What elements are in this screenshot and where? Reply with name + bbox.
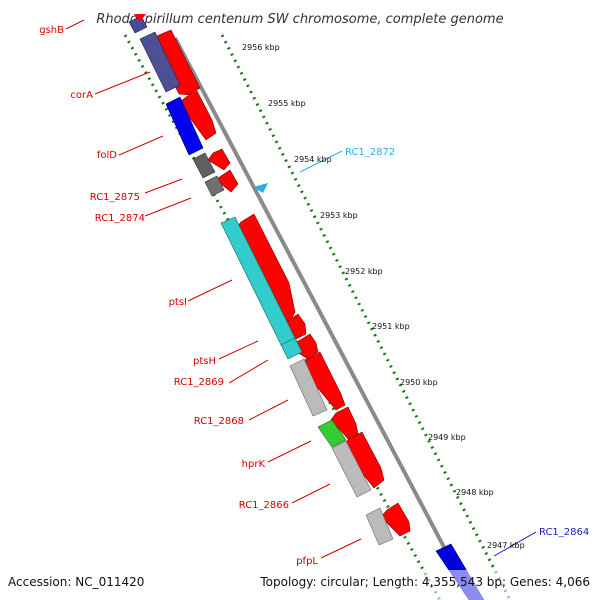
outer-tick-track [220,34,512,600]
scale-labels: 2956 kbp 2955 kbp 2954 kbp 2953 kbp 2952… [242,43,525,550]
gene-label-RC1_2875[interactable]: RC1_2875 [90,192,140,203]
gene-label-RC1_2869[interactable]: RC1_2869 [174,377,224,388]
scale-label: 2947 kbp [487,541,525,550]
scale-label: 2950 kbp [400,378,438,387]
label-leaders [65,19,362,559]
scale-label: 2952 kbp [345,267,383,276]
gene-label-RC1_2874[interactable]: RC1_2874 [95,213,145,224]
summary-text: Topology: circular; Length: 4,355,543 bp… [259,575,590,589]
gene-box-RC1_2875[interactable] [192,152,216,179]
gene-box-RC1_2868[interactable] [317,419,347,448]
top-marker-red [134,14,146,22]
gene-label-RC1_2868[interactable]: RC1_2868 [194,416,244,427]
gene-arrow-RC1_2875-fwd[interactable] [207,148,231,171]
gene-label-RC1_2866[interactable]: RC1_2866 [239,500,289,511]
backbone-line [173,37,474,600]
gene-labels: gshB corA folD RC1_2875 RC1_2874 ptsI pt… [39,25,589,567]
gene-label-RC1_2872[interactable]: RC1_2872 [345,147,395,158]
gene-label-folD[interactable]: folD [97,150,117,161]
gene-box-ptsH[interactable] [280,337,303,360]
scale-label: 2955 kbp [268,99,306,108]
reverse-strand [128,15,485,600]
scale-label: 2956 kbp [242,43,280,52]
gene-box-corA[interactable] [139,31,181,93]
scale-label: 2951 kbp [372,322,410,331]
gene-box-RC1_2874[interactable] [204,175,225,197]
accession-text: Accession: NC_011420 [8,575,144,589]
gene-label-ptsI[interactable]: ptsI [169,297,187,308]
gene-label-ptsH[interactable]: ptsH [193,356,216,367]
gene-label-corA[interactable]: corA [70,90,93,101]
gene-box-RC1_2869[interactable] [289,358,328,417]
gene-box-hprK[interactable] [331,440,372,498]
leader-RC1_2864 [493,531,537,557]
scale-label: 2948 kbp [456,488,494,497]
scale-label: 2949 kbp [428,433,466,442]
map-title: Rhodospirillum centenum SW chromosome, c… [96,12,503,27]
gene-label-RC1_2864[interactable]: RC1_2864 [539,527,589,538]
gene-label-hprK[interactable]: hprK [242,459,266,470]
gene-marker-RC1_2872[interactable] [253,183,268,193]
footer-band [0,570,600,600]
scale-label: 2953 kbp [320,211,358,220]
scale-label: 2954 kbp [294,155,332,164]
gene-box-folD[interactable] [165,96,204,156]
gene-box-pfpL[interactable] [365,507,394,546]
leader-RC1_2872 [299,150,343,173]
gene-label-gshB[interactable]: gshB [39,25,64,36]
gene-label-pfpL[interactable]: pfpL [296,556,318,567]
